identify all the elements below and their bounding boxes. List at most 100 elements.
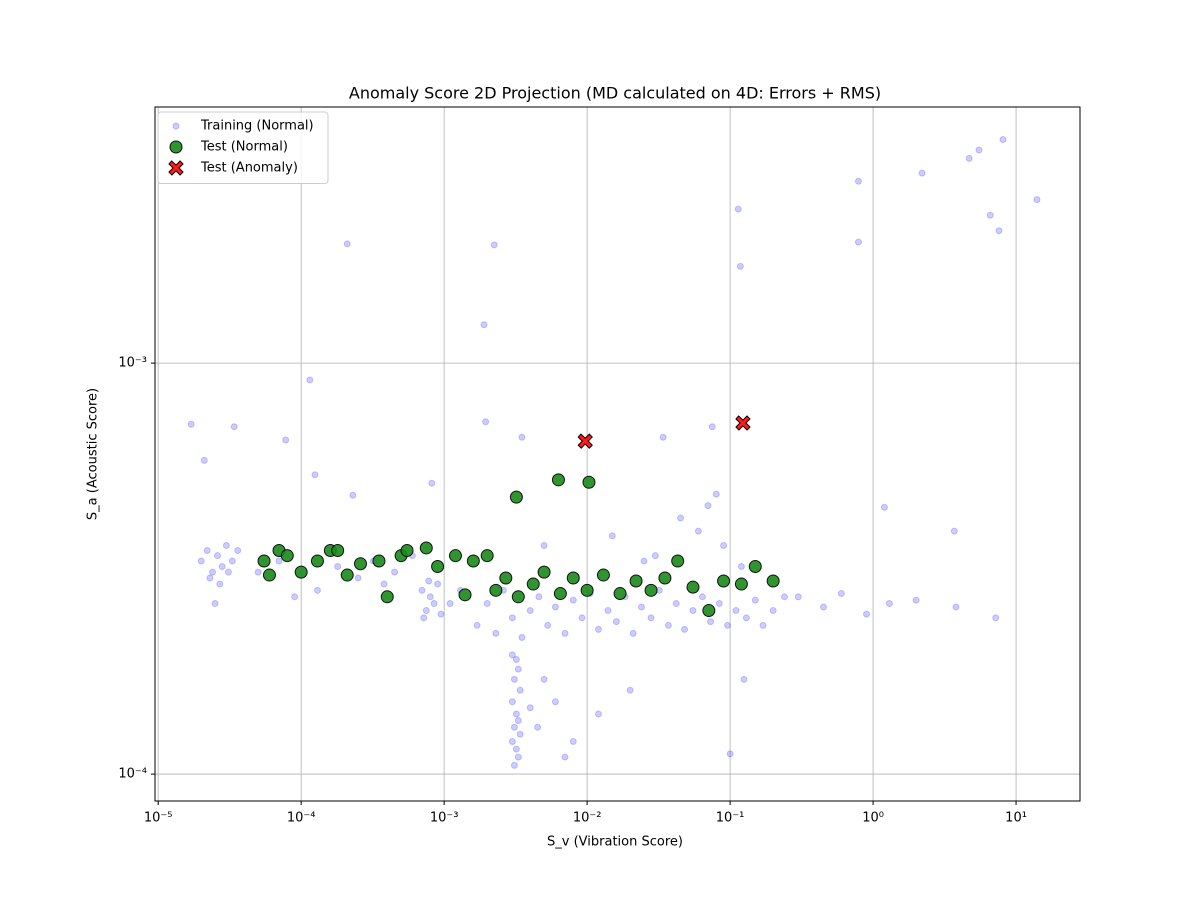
point [580, 583, 594, 597]
point [647, 614, 655, 622]
legend-marker [168, 160, 184, 176]
point [671, 554, 685, 568]
anomaly-marker [577, 433, 593, 449]
point [516, 730, 524, 738]
legend-label: Test (Anomaly) [200, 161, 298, 176]
point [854, 238, 862, 246]
point [512, 656, 520, 664]
point [736, 262, 744, 270]
point [726, 750, 734, 758]
point [1033, 196, 1041, 204]
point [534, 723, 542, 731]
point [540, 675, 548, 683]
point [672, 600, 680, 608]
x-tick-label: 10⁰ [862, 811, 884, 826]
point [480, 321, 488, 329]
point [510, 761, 518, 769]
point [544, 621, 552, 629]
point [820, 603, 828, 611]
point [569, 596, 577, 604]
point [508, 738, 516, 746]
point [508, 614, 516, 622]
point [537, 565, 551, 579]
point [508, 651, 516, 659]
x-tick-label: 10⁻¹ [716, 811, 745, 826]
point [499, 571, 513, 585]
x-axis-label: S_v (Vibration Score) [547, 835, 683, 850]
point [720, 541, 728, 549]
x-tick-label: 10⁻⁵ [144, 811, 173, 826]
point [419, 541, 433, 555]
point [965, 154, 973, 162]
point [952, 603, 960, 611]
legend-box [157, 111, 329, 184]
point [613, 587, 627, 601]
point [254, 568, 262, 576]
point [629, 629, 637, 637]
point [658, 571, 672, 585]
point [748, 559, 762, 573]
point [510, 675, 518, 683]
point [431, 559, 445, 573]
point [425, 577, 433, 585]
point [282, 436, 290, 444]
point [516, 686, 524, 694]
x-tick-label: 10⁻⁴ [287, 811, 316, 826]
point [950, 527, 958, 535]
point [604, 607, 612, 615]
point [664, 621, 672, 629]
point [234, 546, 242, 554]
point [766, 574, 780, 588]
point [230, 423, 238, 431]
point [218, 562, 226, 570]
point [737, 562, 745, 570]
point [724, 621, 732, 629]
point [187, 420, 195, 428]
point [698, 593, 706, 601]
point [340, 568, 354, 582]
point [734, 577, 748, 591]
point [751, 596, 759, 604]
point [354, 574, 362, 582]
point [912, 596, 920, 604]
point [535, 593, 543, 601]
point [659, 433, 667, 441]
point [612, 618, 620, 626]
point [918, 169, 926, 177]
point [310, 554, 324, 568]
point [526, 607, 534, 615]
point [596, 568, 610, 582]
point [880, 503, 888, 511]
point [689, 607, 697, 615]
point [480, 549, 494, 563]
point [986, 211, 994, 219]
point [391, 568, 399, 576]
point [214, 552, 222, 560]
point [257, 554, 271, 568]
point [594, 710, 602, 718]
point [400, 543, 414, 557]
point [353, 557, 367, 571]
point [992, 614, 1000, 622]
x-tick-label: 10⁻² [573, 811, 602, 826]
point [448, 549, 462, 563]
point [651, 552, 659, 560]
point [418, 586, 426, 594]
legend-label: Training (Normal) [200, 119, 314, 134]
point [372, 554, 386, 568]
point [518, 433, 526, 441]
point [473, 621, 481, 629]
point [428, 479, 436, 487]
point [510, 723, 518, 731]
point [637, 603, 645, 611]
point [566, 571, 580, 585]
point [206, 574, 214, 582]
point [343, 240, 351, 248]
point [854, 177, 862, 185]
point [551, 603, 559, 611]
point [717, 574, 731, 588]
point [644, 583, 658, 597]
point [704, 502, 712, 510]
point [349, 491, 357, 499]
point [742, 614, 750, 622]
